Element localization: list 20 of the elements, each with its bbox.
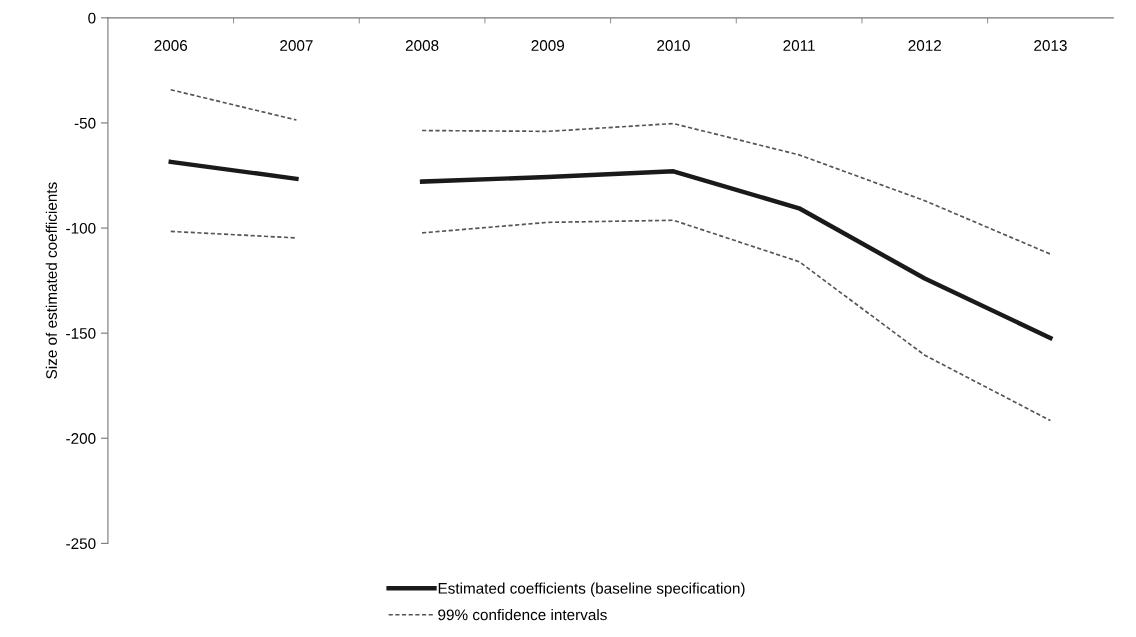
y-tick-label: -50 (74, 117, 96, 129)
x-tick-label: 2011 (783, 40, 815, 51)
line-series (421, 219, 1052, 422)
x-tick-label: 2007 (280, 40, 313, 51)
y-axis-title: Size of estimated coefficients (45, 182, 57, 379)
x-tick-label: 2006 (154, 40, 188, 51)
x-tick-label: 2010 (657, 40, 690, 51)
x-tick-label: 2012 (908, 40, 941, 51)
y-tick-label: -200 (66, 433, 96, 444)
y-tick-label: -150 (66, 328, 96, 339)
legend-label: Estimated coefficients (baseline specification) (438, 582, 745, 597)
x-tick-label: 2013 (1034, 40, 1067, 51)
y-tick-label: -100 (66, 222, 96, 234)
legend-label: 99% confidence intervals (438, 609, 607, 621)
x-tick-label: 2008 (405, 40, 439, 51)
line-series (419, 169, 1053, 341)
line-series (421, 122, 1052, 255)
y-tick-label: -250 (66, 538, 96, 550)
y-tick-label: 0 (88, 12, 96, 24)
x-tick-label: 2009 (531, 40, 565, 51)
